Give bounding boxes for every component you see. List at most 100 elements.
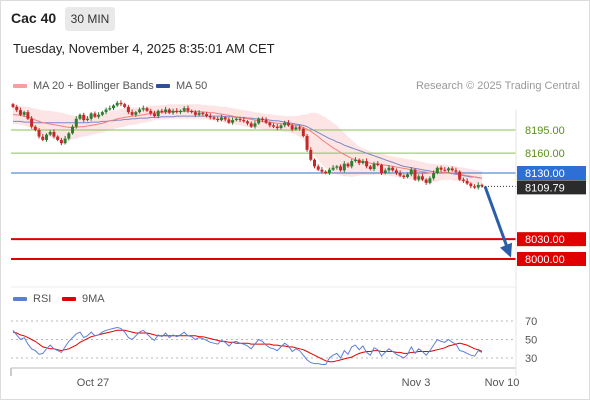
candle bbox=[97, 112, 101, 119]
legend-label-rsi: RSI bbox=[33, 293, 52, 305]
symbol-title: Cac 40 bbox=[11, 10, 57, 26]
x-tick-label: Oct 27 bbox=[77, 377, 109, 389]
candle bbox=[361, 159, 365, 165]
candle bbox=[85, 116, 89, 122]
level-label-8130.00: 8130.00 bbox=[517, 166, 586, 180]
candle bbox=[22, 110, 26, 117]
candle bbox=[119, 100, 123, 107]
candle bbox=[305, 133, 309, 152]
candle bbox=[473, 184, 477, 189]
ma20-line bbox=[13, 111, 483, 179]
legend-swatch-ma20 bbox=[13, 84, 27, 89]
candle bbox=[242, 117, 246, 123]
candle bbox=[186, 105, 190, 113]
candle bbox=[231, 117, 235, 125]
candle bbox=[353, 157, 357, 163]
candle bbox=[18, 107, 22, 117]
legend-label-9ma: 9MA bbox=[82, 293, 105, 305]
candle bbox=[428, 176, 432, 185]
candle bbox=[286, 120, 290, 127]
rsi-level-label-50: 50 bbox=[525, 335, 537, 347]
candle bbox=[112, 104, 115, 111]
candle bbox=[82, 112, 86, 123]
candle bbox=[450, 166, 454, 172]
rsi-level-label-70: 70 bbox=[525, 316, 537, 328]
legend-label-ma50: MA 50 bbox=[176, 80, 208, 92]
candle bbox=[108, 105, 112, 111]
candle bbox=[432, 170, 436, 181]
candle bbox=[290, 124, 294, 132]
candle bbox=[78, 113, 82, 121]
legend-ma20: MA 20 + Bollinger Bands bbox=[13, 80, 154, 92]
candle bbox=[346, 162, 350, 168]
candle bbox=[115, 100, 119, 107]
candle bbox=[234, 117, 238, 122]
candle bbox=[33, 125, 37, 132]
candle bbox=[59, 137, 63, 146]
forecast-arrow-shaft bbox=[483, 185, 510, 251]
legend-swatch-9ma bbox=[62, 297, 76, 302]
research-credit: Research © 2025 Trading Central bbox=[415, 80, 580, 92]
candle bbox=[208, 113, 212, 120]
candle bbox=[141, 105, 145, 112]
candle bbox=[45, 133, 48, 142]
candle bbox=[30, 116, 34, 129]
candle bbox=[465, 178, 469, 185]
candle bbox=[264, 117, 268, 125]
candle bbox=[197, 110, 201, 117]
candle bbox=[309, 147, 313, 162]
svg-text:8160.00: 8160.00 bbox=[525, 148, 565, 160]
candle bbox=[443, 167, 447, 172]
candle bbox=[37, 128, 41, 139]
legend-ma50: MA 50 bbox=[156, 80, 207, 92]
candle bbox=[301, 127, 305, 138]
level-label-8195.00: 8195.00 bbox=[525, 125, 565, 137]
legend-label-ma20: MA 20 + Bollinger Bands bbox=[33, 80, 154, 92]
candle bbox=[320, 167, 324, 174]
candle bbox=[156, 109, 160, 119]
candle bbox=[216, 116, 220, 123]
candle bbox=[398, 170, 402, 177]
candle bbox=[387, 165, 391, 173]
candle bbox=[394, 168, 398, 175]
candle bbox=[71, 124, 75, 135]
x-tick-label: Nov 10 bbox=[485, 377, 520, 389]
svg-text:8130.00: 8130.00 bbox=[525, 168, 565, 180]
svg-text:8109.79: 8109.79 bbox=[525, 182, 565, 194]
candle bbox=[413, 168, 417, 181]
candle bbox=[272, 123, 276, 129]
candle bbox=[205, 112, 209, 118]
legend-swatch-rsi bbox=[13, 297, 27, 302]
candle bbox=[469, 182, 473, 189]
candle bbox=[123, 102, 127, 109]
candle bbox=[223, 116, 227, 122]
candle bbox=[391, 166, 395, 172]
candle bbox=[357, 158, 361, 166]
candle bbox=[406, 172, 410, 179]
candle bbox=[201, 111, 205, 117]
candle bbox=[182, 106, 186, 113]
candle bbox=[126, 104, 130, 115]
candle bbox=[134, 110, 138, 117]
legend-9ma: 9MA bbox=[62, 293, 105, 305]
candle bbox=[294, 125, 298, 131]
forecast-arrow-head bbox=[500, 242, 512, 258]
candle bbox=[283, 120, 287, 128]
candle bbox=[167, 108, 171, 115]
bollinger-band-area bbox=[13, 104, 482, 186]
candle bbox=[368, 165, 372, 171]
candle bbox=[376, 161, 380, 167]
candle bbox=[260, 116, 264, 123]
candle bbox=[193, 110, 197, 117]
candle bbox=[41, 133, 45, 142]
candle bbox=[383, 168, 387, 175]
candle bbox=[238, 116, 242, 123]
candle bbox=[249, 121, 253, 129]
level-label-8160.00: 8160.00 bbox=[525, 148, 565, 160]
candle bbox=[100, 110, 104, 117]
candle bbox=[324, 170, 328, 175]
candle bbox=[298, 124, 302, 131]
candle bbox=[152, 110, 156, 118]
timeframe-button[interactable]: 30 MIN bbox=[65, 7, 115, 31]
